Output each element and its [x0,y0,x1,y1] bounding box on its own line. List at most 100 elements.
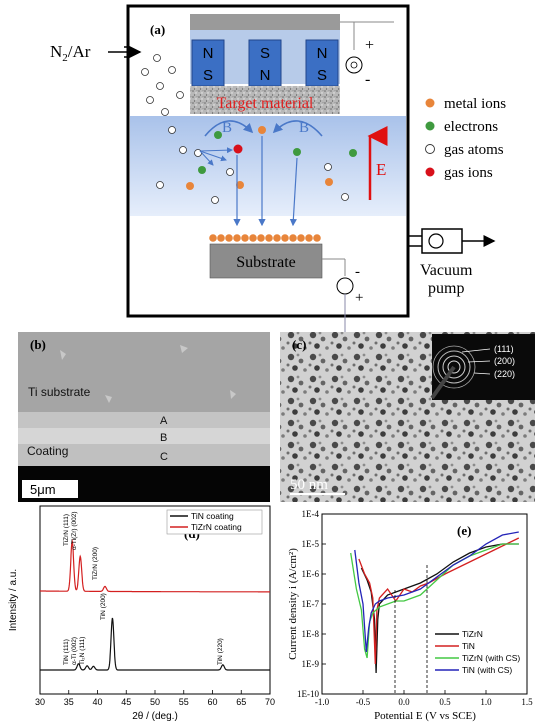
panel-a-label: (a) [150,22,165,37]
panel-e: -1.0 -0.5 0.0 0.5 1.0 1.5 1E-4 1E-5 1E-6 1E-7 1E-8… [287,509,533,722]
peak-tin-200: TiN (200) [100,593,107,620]
sem-layer-b [18,428,270,444]
substrate-label: Substrate [236,254,296,271]
xrd-line-tin [40,617,270,671]
plasma-region [130,116,406,216]
pol-y-tick-label-1: 1E-5 [302,539,320,549]
pol-legend-tin: TiN [462,641,475,651]
magnetic-field-arc-left [204,120,254,137]
xrd-line-tizrn [40,538,270,593]
magnet-2-bottom-pole: N [260,67,271,84]
sem-substrate-label: Ti substrate [28,385,91,399]
pol-y-tick-label-4: 1E-8 [302,629,320,639]
target-material [190,86,340,114]
pol-y-tick-label-6: 1E-10 [297,689,319,699]
sem-layer-a [18,412,270,428]
magnet-1 [191,39,225,87]
xrd-x-tick-label-6: 60 [207,697,217,707]
pump-label-line2: pump [428,280,464,297]
xrd-peak-labels: TiZrN (111) α-Ti(Zr) (002) TiZrN (200) T… [63,511,224,665]
magnet-backplate [190,14,340,30]
xrd-y-axis-label: Intensity / a.u. [8,569,19,631]
field-label-left: B [222,120,232,136]
magnet-array: N S S N N S [191,39,339,87]
xrd-x-axis-ticks: 30 35 40 45 50 55 60 65 70 [35,690,275,707]
magnet-2-top-pole: S [260,45,270,62]
pol-x-tick-label-4: 1.0 [480,697,492,707]
sem-scalebar-box [22,480,78,498]
target-label: Target material [217,95,314,112]
e-field-label: E [376,160,386,179]
magnetic-field-arc-right [272,120,323,137]
xrd-x-tick-label-2: 40 [92,697,102,707]
pol-y-tick-label-2: 1E-6 [302,569,320,579]
panel-a: N S S N N S Target material (a) + - N2/A… [50,4,506,346]
field-label-right: B [299,120,309,136]
diffraction-inset [432,334,535,400]
xrd-x-tick-label-7: 65 [236,697,246,707]
xrd-legend: TiN coating TiZrN coating [166,509,263,535]
xrd-x-tick-label-4: 50 [150,697,160,707]
pol-line-2 [350,543,519,659]
pol-legend-tin-cs: TiN (with CS) [462,665,512,675]
polarization-legend: TiZrN TiN TiZrN (with CS) TiN (with CS) [435,629,520,675]
substrate-block [209,243,323,279]
legend-gas-atoms: gas atoms [444,142,504,158]
power-supply-top [345,56,363,74]
peak-tin-220: TiN (220) [217,638,224,665]
magnet-1-top-pole: N [203,45,214,62]
panel-b: (b) Ti substrate Coating A B C 5μm [18,332,270,502]
peak-ti2n-111: Ti₂N (111) [79,637,86,665]
xrd-x-tick-label-3: 45 [121,697,131,707]
panel-c: (111) (200) (220) (c) 50 nm [280,332,535,502]
legend-metal-ions: metal ions [444,96,506,112]
magnet-1-bottom-pole: S [203,67,213,84]
pol-x-tick-label-1: -0.5 [356,697,371,707]
substrate-coating-atoms [209,234,321,242]
pol-legend-tizrn-cs: TiZrN (with CS) [462,653,520,663]
legend-electrons: electrons [444,119,498,135]
pol-y-tick-label-0: 1E-4 [302,509,320,519]
xrd-series [40,538,270,671]
pol-x-tick-label-2: 0.0 [398,697,410,707]
pol-y-tick-label-3: 1E-7 [302,599,320,609]
magnet-2 [248,39,282,87]
magnet-3-top-pole: N [317,45,328,62]
polarization-series [350,531,520,674]
peak-tizrn-111: TiZrN (111) [63,514,70,546]
panel-a-legend: metal ions electrons gas atoms gas ions [425,96,506,181]
sem-scalebar-label: 5μm [30,482,56,497]
xrd-x-tick-label-1: 35 [64,697,74,707]
power-supply-bottom [336,277,354,295]
tem-scalebar-label: 50 nm [290,477,328,493]
sem-coating-label: Coating [27,444,68,458]
pump-label-line1: Vacuum [420,262,473,279]
power-bottom-plus: + [355,290,363,306]
pol-legend-tizrn: TiZrN [462,629,483,639]
xrd-x-tick-label-0: 30 [35,697,45,707]
polarization-axis-ticks: -1.0 -0.5 0.0 0.5 1.0 1.5 1E-4 1E-5 1E-6 1E-7 1E-8… [297,509,533,707]
pol-x-tick-label-3: 0.5 [439,697,451,707]
particles [141,54,357,227]
power-top-minus: - [365,71,370,88]
peak-alpha-tizr-002: α-Ti(Zr) (002) [71,511,78,550]
polarization-x-axis-label: Potential E (V vs SCE) [374,710,476,722]
xrd-legend-tin: TiN coating [191,511,234,521]
legend-gas-ions: gas ions [444,165,493,181]
panel-e-label: (e) [457,523,471,538]
xrd-x-tick-label-8: 70 [265,697,275,707]
pol-line-3 [354,531,519,653]
pol-y-tick-label-5: 1E-9 [302,659,320,669]
panel-b-label: (b) [30,337,46,352]
peak-tin-111: TiN (111) [63,639,70,665]
polarization-y-axis-label: Current density i (A/cm²) [287,548,299,660]
peak-alpha-ti-002: α-Ti (002) [71,637,78,665]
ring-220-label: (220) [494,369,515,379]
sem-layer-a-label: A [160,415,168,427]
magnet-3-bottom-pole: S [317,67,327,84]
sem-layer-b-label: B [160,432,167,444]
vacuum-chamber [126,4,410,318]
power-bottom-minus: - [355,264,360,280]
